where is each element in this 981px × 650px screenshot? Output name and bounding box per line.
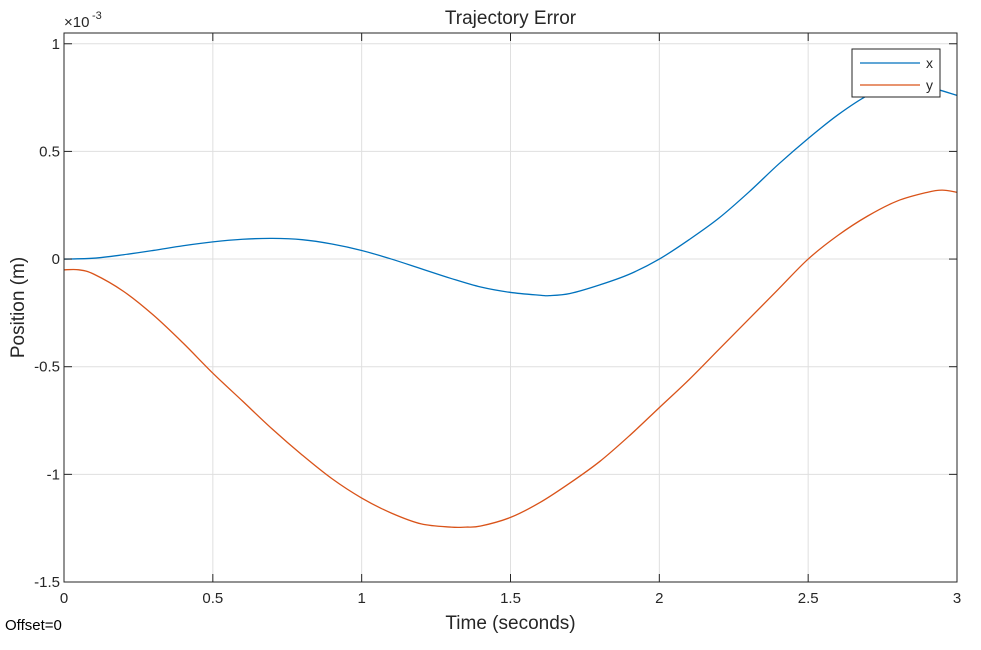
x-tick-label: 0.5: [202, 590, 223, 607]
legend-label-x: x: [926, 55, 933, 71]
x-tick-label: 1: [357, 590, 365, 607]
y-exponent-base: ×10: [64, 14, 89, 31]
y-tick-label: -0.5: [34, 359, 60, 376]
y-tick-label: 1: [52, 36, 60, 53]
legend[interactable]: x y: [851, 48, 941, 98]
legend-box: [851, 48, 941, 98]
offset-label: Offset=0: [5, 617, 62, 634]
x-axis-label: Time (seconds): [445, 613, 575, 634]
chart-title: Trajectory Error: [445, 8, 577, 29]
y-axis-label: Position (m): [8, 257, 29, 358]
series-line-x: [63, 82, 958, 297]
y-tick-label: 0: [52, 251, 60, 268]
x-tick-label: 0: [60, 590, 68, 607]
y-exponent: ×10 -3: [64, 10, 102, 31]
y-tick-label: -1: [47, 466, 60, 483]
x-tick-label: 1.5: [500, 590, 521, 607]
y-exponent-power: -3: [92, 10, 102, 22]
tick-layer: 0 0.5 1 1.5 2 2.5 3 -1.5 -1 -0.5 0 0.5 1: [34, 33, 961, 607]
x-tick-label: 2.5: [798, 590, 819, 607]
series-line-y: [63, 189, 958, 529]
series-layer: [63, 82, 958, 529]
y-tick-label: -1.5: [34, 574, 60, 591]
x-tick-label: 3: [953, 590, 961, 607]
y-tick-label: 0.5: [39, 143, 60, 160]
x-tick-label: 2: [655, 590, 663, 607]
legend-label-y: y: [926, 77, 933, 93]
